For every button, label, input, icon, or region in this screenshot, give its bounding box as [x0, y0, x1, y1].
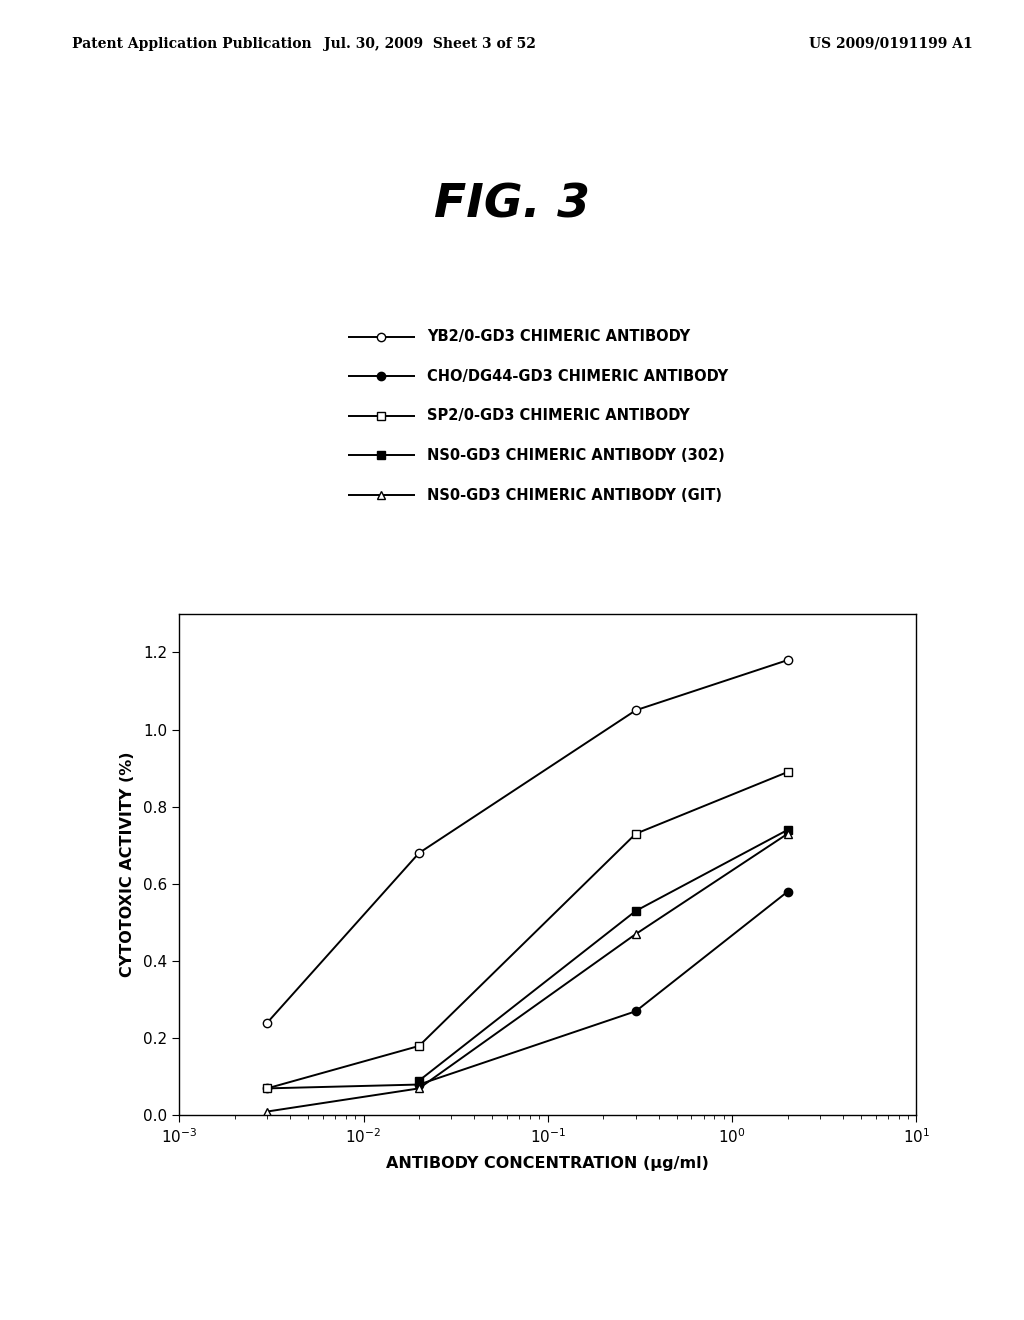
- Text: NS0-GD3 CHIMERIC ANTIBODY (GIT): NS0-GD3 CHIMERIC ANTIBODY (GIT): [427, 487, 722, 503]
- Text: FIG. 3: FIG. 3: [434, 182, 590, 227]
- Y-axis label: CYTOTOXIC ACTIVITY (%): CYTOTOXIC ACTIVITY (%): [120, 752, 135, 977]
- Text: CHO/DG44-GD3 CHIMERIC ANTIBODY: CHO/DG44-GD3 CHIMERIC ANTIBODY: [427, 368, 728, 384]
- Text: NS0-GD3 CHIMERIC ANTIBODY (302): NS0-GD3 CHIMERIC ANTIBODY (302): [427, 447, 725, 463]
- Text: SP2/0-GD3 CHIMERIC ANTIBODY: SP2/0-GD3 CHIMERIC ANTIBODY: [427, 408, 690, 424]
- Text: US 2009/0191199 A1: US 2009/0191199 A1: [809, 37, 973, 51]
- X-axis label: ANTIBODY CONCENTRATION (μg/ml): ANTIBODY CONCENTRATION (μg/ml): [386, 1155, 710, 1171]
- Text: YB2/0-GD3 CHIMERIC ANTIBODY: YB2/0-GD3 CHIMERIC ANTIBODY: [427, 329, 690, 345]
- Text: Jul. 30, 2009  Sheet 3 of 52: Jul. 30, 2009 Sheet 3 of 52: [325, 37, 536, 51]
- Text: Patent Application Publication: Patent Application Publication: [72, 37, 311, 51]
